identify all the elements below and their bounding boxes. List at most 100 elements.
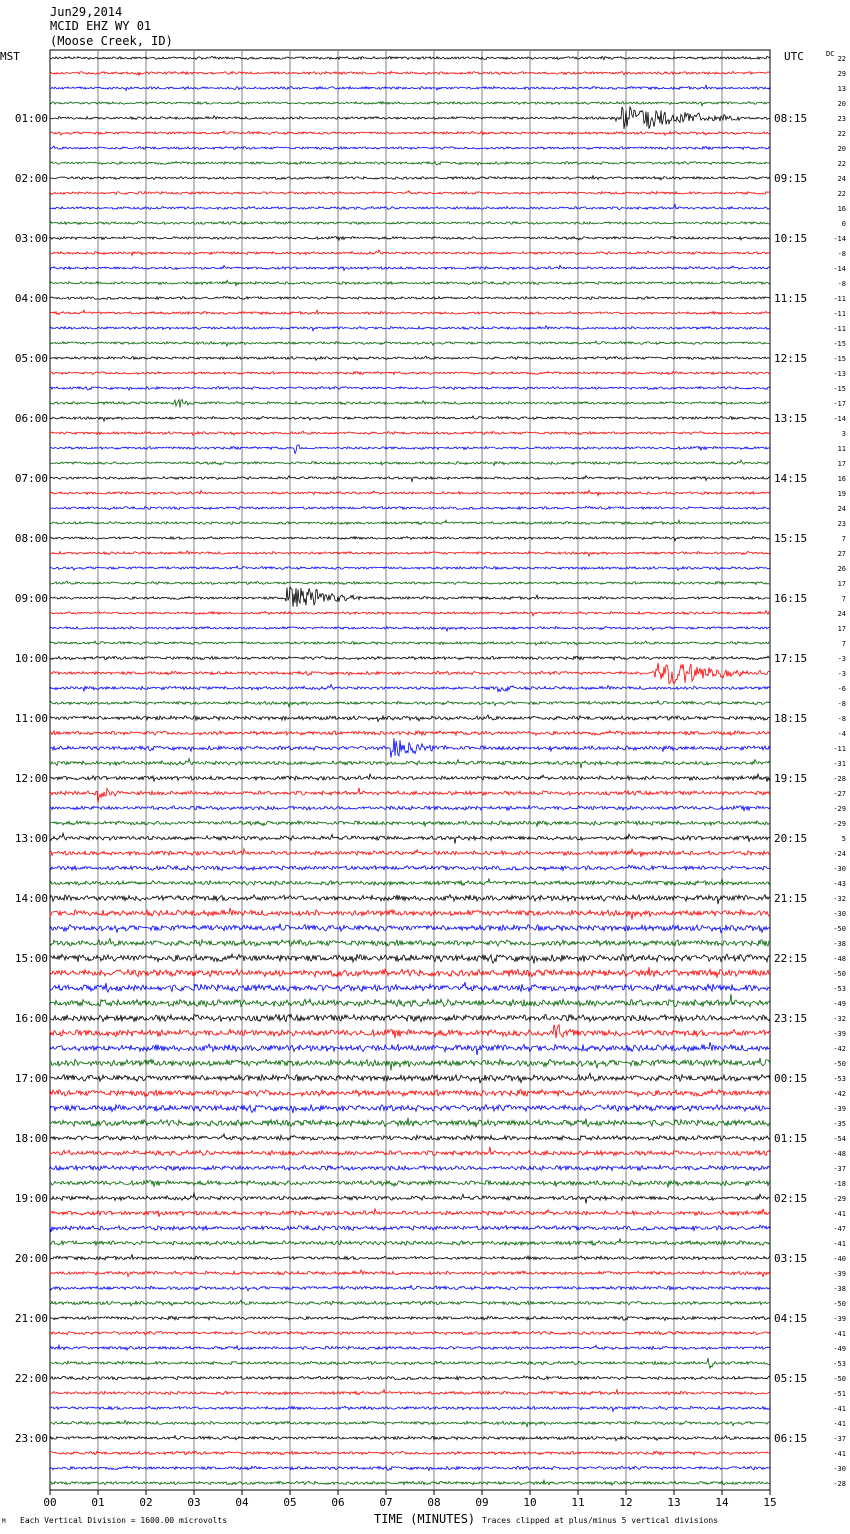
- x-tick-label: 11: [571, 1496, 584, 1509]
- dc-offset-value: -38: [833, 1285, 846, 1293]
- trace-row: [49, 1375, 771, 1381]
- left-hour-label: 13:00: [15, 832, 48, 845]
- dc-offset-value: -41: [833, 1210, 846, 1218]
- dc-offset-value: -15: [833, 355, 846, 363]
- right-hour-label: 22:15: [774, 952, 807, 965]
- left-hour-label: 03:00: [15, 232, 48, 245]
- trace-row: [49, 1057, 771, 1071]
- scale-note: Each Vertical Division = 1600.00 microvo…: [20, 1516, 228, 1525]
- dc-offset-value: -41: [833, 1240, 846, 1248]
- right-hour-label: 21:15: [774, 892, 807, 905]
- trace-row: [49, 355, 771, 362]
- trace-row: [49, 55, 771, 61]
- left-hour-label: 08:00: [15, 532, 48, 545]
- trace-row: [49, 662, 771, 685]
- x-tick-label: 14: [715, 1496, 729, 1509]
- trace-row: [49, 1179, 771, 1188]
- dc-offset-value: 11: [838, 445, 846, 453]
- left-timezone-label: MST: [0, 50, 20, 63]
- dc-offset-header: DC: [826, 50, 835, 58]
- dc-offset-value: -11: [833, 325, 846, 333]
- trace-row: [49, 1405, 771, 1413]
- trace-row: [49, 585, 771, 607]
- dc-offset-value: -31: [833, 760, 846, 768]
- right-hour-label: 06:15: [774, 1432, 807, 1445]
- x-tick-label: 01: [91, 1496, 104, 1509]
- dc-offset-value: -6: [838, 685, 846, 693]
- dc-offset-value: 7: [842, 640, 846, 648]
- trace-row: [49, 458, 771, 467]
- trace-row: [49, 70, 771, 77]
- left-hour-label: 05:00: [15, 352, 48, 365]
- trace-row: [49, 1224, 771, 1233]
- dc-offset-value: -18: [833, 1180, 846, 1188]
- trace-row: [49, 1191, 770, 1204]
- trace-row: [49, 83, 771, 92]
- trace-row: [49, 1268, 771, 1279]
- trace-row: [49, 1132, 771, 1142]
- dc-offset-value: -53: [833, 1360, 846, 1368]
- right-hour-label: 13:15: [774, 412, 807, 425]
- trace-row: [49, 1388, 771, 1396]
- trace-row: [49, 518, 771, 526]
- trace-row: [49, 1343, 771, 1352]
- trace-row: [49, 831, 771, 844]
- dc-offset-value: -14: [833, 235, 846, 243]
- right-timezone-label: UTC: [784, 50, 804, 63]
- left-hour-label: 02:00: [15, 172, 48, 185]
- trace-row: [49, 565, 771, 572]
- left-hour-label: 01:00: [15, 112, 48, 125]
- trace-row: [49, 655, 771, 661]
- right-hour-label: 02:15: [774, 1192, 807, 1205]
- trace-row: [49, 993, 771, 1008]
- trace-row: [49, 474, 771, 484]
- trace-row: [49, 489, 771, 497]
- trace-row: [49, 1478, 771, 1487]
- right-hour-label: 19:15: [774, 772, 807, 785]
- dc-offset-value: 17: [838, 625, 846, 633]
- trace-row: [49, 847, 771, 858]
- dc-offset-value: -30: [833, 1465, 846, 1473]
- dc-offset-value: -11: [833, 295, 846, 303]
- trace-row: [49, 105, 770, 130]
- dc-offset-value: -38: [833, 940, 846, 948]
- dc-offset-value: -29: [833, 1195, 846, 1203]
- dc-offset-value: 20: [838, 145, 846, 153]
- trace-row: [49, 580, 771, 586]
- right-hour-label: 15:15: [774, 532, 807, 545]
- trace-row: [49, 1164, 771, 1172]
- right-hour-label: 18:15: [774, 712, 807, 725]
- dc-offset-value: 23: [838, 115, 846, 123]
- dc-offset-value: -39: [833, 1105, 846, 1113]
- trace-row: [49, 772, 771, 782]
- dc-offset-value: 13: [838, 85, 846, 93]
- trace-row: [49, 130, 771, 137]
- trace-row: [49, 189, 771, 196]
- dc-offset-value: -48: [833, 955, 846, 963]
- trace-row: [49, 100, 771, 107]
- trace-row: [49, 878, 771, 887]
- trace-row: [49, 966, 771, 979]
- dc-offset-value: 17: [838, 580, 846, 588]
- right-hour-label: 08:15: [774, 112, 807, 125]
- clip-note: Traces clipped at plus/minus 5 vertical …: [482, 1516, 719, 1525]
- right-hour-label: 20:15: [774, 832, 807, 845]
- left-hour-label: 06:00: [15, 412, 48, 425]
- dc-offset-value: -29: [833, 820, 846, 828]
- dc-offset-value: -50: [833, 925, 846, 933]
- dc-offset-value: -15: [833, 340, 846, 348]
- right-hour-label: 01:15: [774, 1132, 807, 1145]
- trace-row: [49, 160, 771, 167]
- dc-offset-value: -17: [833, 400, 846, 408]
- dc-offset-value: -29: [833, 805, 846, 813]
- dc-offset-value: -49: [833, 1000, 846, 1008]
- right-hour-label: 04:15: [774, 1312, 807, 1325]
- dc-offset-value: -39: [833, 1270, 846, 1278]
- dc-offset-value: 22: [838, 190, 846, 198]
- trace-row: [49, 907, 771, 920]
- dc-offset-value: 26: [838, 565, 846, 573]
- left-hour-label: 15:00: [15, 952, 48, 965]
- trace-row: [49, 1146, 771, 1157]
- dc-offset-value: -54: [833, 1135, 846, 1143]
- trace-row: [49, 1103, 771, 1114]
